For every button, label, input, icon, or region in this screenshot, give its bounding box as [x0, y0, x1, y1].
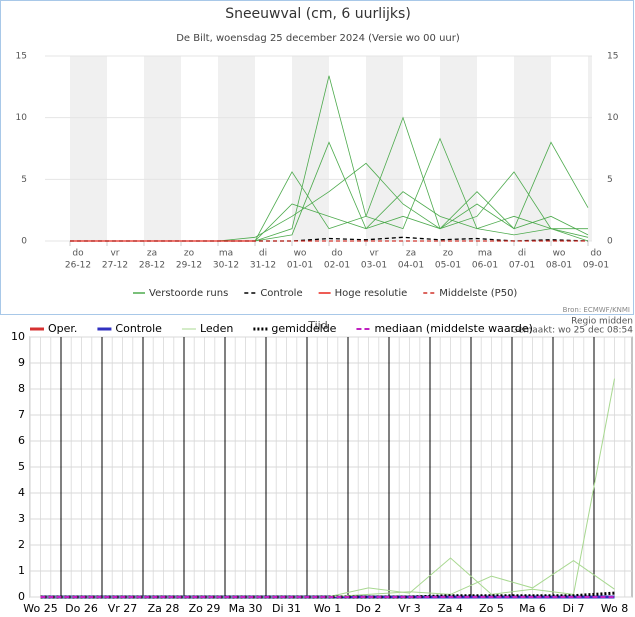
x-tick-weekday: za — [147, 249, 157, 259]
x-tick-label: 08-01 — [546, 261, 572, 271]
x-tick-weekday: di — [259, 249, 267, 259]
legend-label: Hoge resolutie — [335, 288, 408, 299]
x-tick-label: Wo 8 — [601, 602, 628, 615]
x-tick-weekday: ma — [478, 249, 492, 259]
y-tick-label: 4 — [18, 486, 25, 499]
y-tick-label: 9 — [18, 356, 25, 369]
y-tick-label: 2 — [18, 538, 25, 551]
x-tick-label: 04-01 — [398, 261, 424, 271]
x-tick-weekday: do — [72, 249, 84, 259]
x-tick-label: Zo 29 — [189, 602, 221, 615]
legend-label: Oper. — [48, 322, 77, 335]
x-tick-label: Wo 1 — [314, 602, 341, 615]
chart-subtitle: De Bilt, woensdag 25 december 2024 (Vers… — [176, 33, 460, 44]
y-tick-label: 3 — [18, 512, 25, 525]
x-tick-label: 30-12 — [213, 261, 239, 271]
x-tick-label: Do 2 — [356, 602, 382, 615]
x-tick-label: 27-12 — [102, 261, 128, 271]
x-tick-label: Vr 27 — [108, 602, 138, 615]
legend-label: Controle — [115, 322, 162, 335]
legend-label: mediaan (middelste waarde) — [374, 322, 532, 335]
x-tick-label: Wo 25 — [23, 602, 57, 615]
legend-label: Verstoorde runs — [149, 288, 228, 299]
x-tick-weekday: za — [406, 249, 416, 259]
x-tick-label: Vr 3 — [398, 602, 421, 615]
y-tick-label: 1 — [18, 564, 25, 577]
x-tick-label: 26-12 — [65, 261, 91, 271]
x-axis-title: Tijd — [307, 319, 327, 332]
day-band — [292, 56, 329, 241]
x-tick-weekday: di — [518, 249, 526, 259]
x-tick-label: 01-01 — [287, 261, 313, 271]
x-tick-label: Ma 6 — [519, 602, 546, 615]
x-tick-label: 07-01 — [509, 261, 535, 271]
y-tick-label: 0 — [18, 590, 25, 603]
y-tick-label: 10 — [11, 330, 25, 343]
made: Gemaakt: wo 25 dec 08:54 — [511, 326, 633, 336]
day-band — [440, 56, 477, 241]
x-tick-label: 03-01 — [361, 261, 387, 271]
x-tick-label: Do 26 — [65, 602, 98, 615]
chart-title: Sneeuwval (cm, 6 uurlijks) — [225, 6, 411, 22]
y-tick-label: 15 — [16, 52, 27, 62]
y2-tick-label: 15 — [607, 52, 618, 62]
x-tick-weekday: wo — [294, 249, 307, 259]
y-tick-label: 5 — [21, 175, 27, 185]
day-band — [588, 56, 592, 241]
y2-tick-label: 10 — [607, 113, 619, 123]
x-tick-weekday: do — [331, 249, 343, 259]
region: Regio midden — [571, 317, 633, 327]
y-tick-label: 8 — [18, 382, 25, 395]
y-tick-label: 5 — [18, 460, 25, 473]
legend-label: Middelste (P50) — [439, 288, 517, 299]
x-tick-weekday: zo — [184, 249, 195, 259]
x-tick-label: Za 28 — [148, 602, 180, 615]
x-tick-label: Za 4 — [438, 602, 463, 615]
legend-label: Controle — [260, 288, 302, 299]
x-tick-label: 09-01 — [583, 261, 609, 271]
series-line — [40, 559, 615, 598]
y2-tick-label: 0 — [607, 237, 613, 247]
x-tick-label: 02-01 — [324, 261, 350, 271]
y-tick-label: 10 — [16, 113, 28, 123]
source: Bron: ECMWF/KNMI — [563, 306, 630, 314]
x-tick-weekday: zo — [443, 249, 454, 259]
x-tick-weekday: ma — [219, 249, 233, 259]
day-band — [218, 56, 255, 241]
x-tick-weekday: vr — [369, 249, 378, 259]
day-band — [144, 56, 181, 241]
x-tick-label: 29-12 — [176, 261, 202, 271]
x-tick-label: 05-01 — [435, 261, 461, 271]
x-tick-label: Zo 5 — [479, 602, 504, 615]
x-tick-label: 31-12 — [250, 261, 276, 271]
legend-label: Leden — [200, 322, 233, 335]
legend-label: gemiddelde — [271, 322, 336, 335]
x-tick-weekday: do — [590, 249, 602, 259]
x-tick-label: 28-12 — [139, 261, 165, 271]
y2-tick-label: 5 — [607, 175, 613, 185]
x-tick-label: Di 31 — [272, 602, 301, 615]
day-band — [514, 56, 551, 241]
x-tick-weekday: wo — [553, 249, 566, 259]
x-tick-label: Ma 30 — [229, 602, 263, 615]
y-tick-label: 6 — [18, 434, 25, 447]
x-tick-weekday: vr — [110, 249, 119, 259]
day-band — [366, 56, 403, 241]
y-tick-label: 0 — [21, 237, 27, 247]
day-band — [70, 56, 107, 241]
x-tick-label: 06-01 — [472, 261, 498, 271]
y-tick-label: 7 — [18, 408, 25, 421]
x-tick-label: Di 7 — [562, 602, 584, 615]
